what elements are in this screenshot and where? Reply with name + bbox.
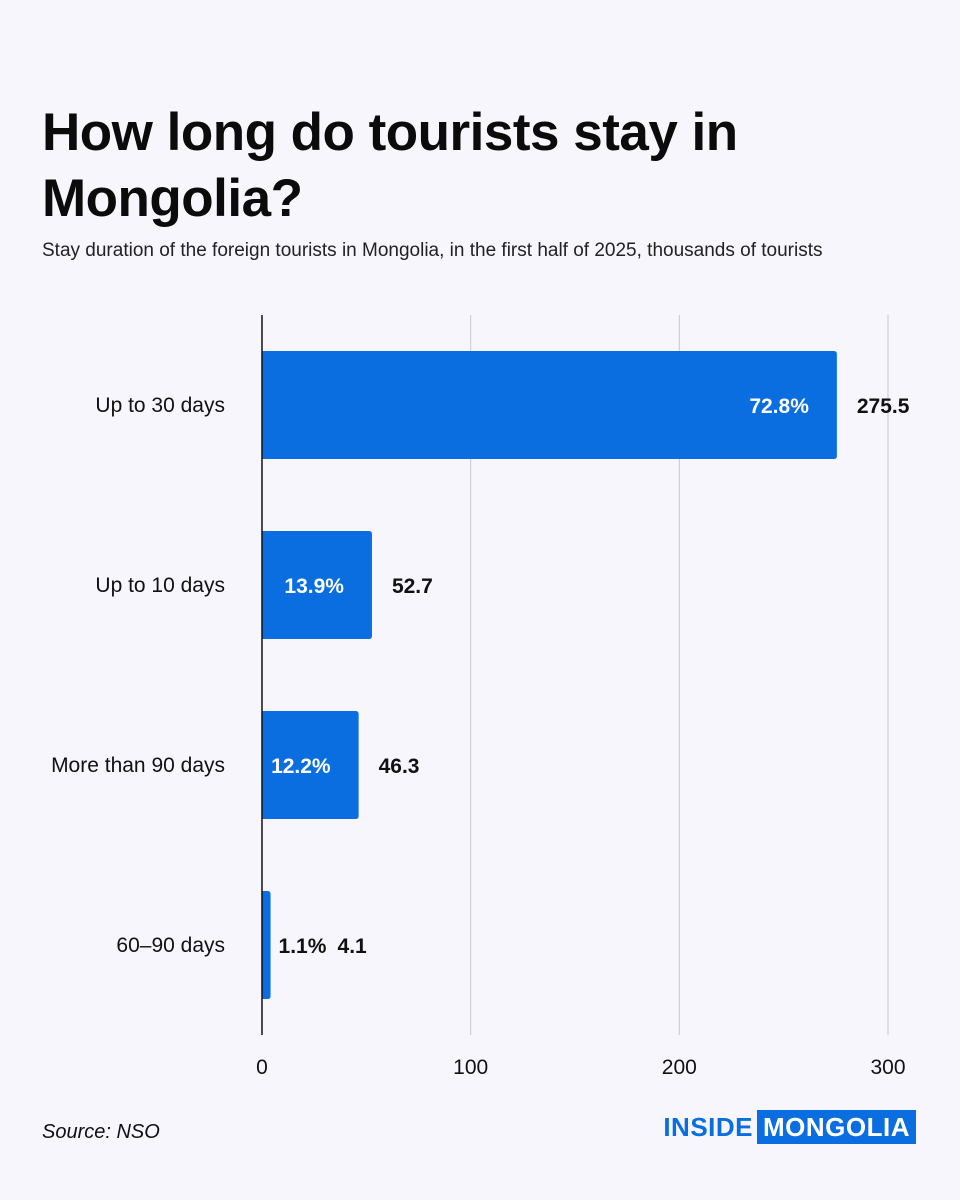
category-label: Up to 30 days — [95, 394, 225, 417]
x-tick-label: 300 — [870, 1056, 905, 1079]
brand-logo: INSIDE MONGOLIA — [663, 1110, 916, 1144]
share-label: 12.2% — [271, 755, 331, 778]
brand-logo-part2: MONGOLIA — [757, 1110, 916, 1144]
bar-chart: 0 100 200 300 Up to 30 days 72.8% 275.5 Up to 1… — [51, 315, 910, 1079]
data-label: 46.3 — [379, 755, 420, 778]
x-tick-label: 0 — [256, 1056, 268, 1079]
data-label: 52.7 — [392, 575, 433, 598]
share-label: 13.9% — [284, 575, 344, 598]
bar — [262, 711, 359, 819]
bar — [262, 891, 271, 999]
x-tick-label: 200 — [662, 1056, 697, 1079]
category-label: More than 90 days — [51, 754, 225, 777]
chart-subtitle: Stay duration of the foreign tourists in… — [42, 240, 823, 261]
chart-title: How long do tourists stay in Mongolia? — [42, 103, 738, 228]
x-tick-label: 100 — [453, 1056, 488, 1079]
brand-logo-part1: INSIDE — [663, 1111, 753, 1142]
bar — [262, 351, 837, 459]
category-label: Up to 10 days — [95, 574, 225, 597]
data-label: 4.1 — [338, 935, 368, 958]
share-label: 1.1% — [279, 935, 327, 958]
data-label: 275.5 — [857, 395, 910, 418]
share-label: 72.8% — [749, 395, 809, 418]
category-label: 60–90 days — [116, 934, 225, 957]
bar — [262, 531, 372, 639]
source-note: Source: NSO — [42, 1121, 160, 1143]
